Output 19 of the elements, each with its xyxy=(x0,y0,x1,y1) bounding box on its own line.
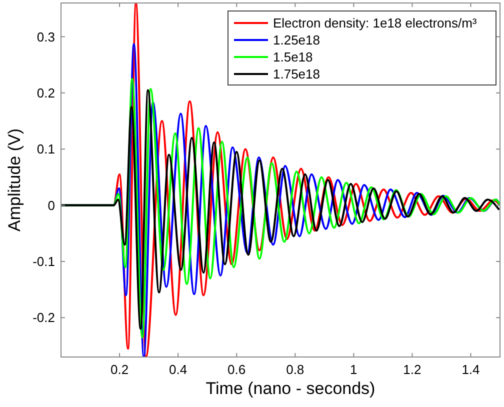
legend-label: 1.5e18 xyxy=(273,50,313,65)
x-tick-label: 0.6 xyxy=(228,362,246,377)
legend-label: 1.75e18 xyxy=(273,66,320,82)
y-tick-label: 0.2 xyxy=(36,85,55,100)
y-tick-label: 0.3 xyxy=(36,29,55,44)
y-tick-label: 0.1 xyxy=(36,142,55,157)
legend-label: 1.25e18 xyxy=(273,32,320,48)
y-tick-label: 0 xyxy=(48,198,55,213)
y-axis-title: Amplitude (V) xyxy=(5,128,24,232)
y-tick-label: -0.2 xyxy=(32,310,55,326)
y-tick-label: -0.1 xyxy=(32,254,55,270)
x-tick-label: 0.8 xyxy=(286,362,304,377)
x-tick-label: 1.2 xyxy=(403,362,422,377)
x-axis-title: Time (nano - seconds) xyxy=(206,379,376,398)
x-tick-label: 0.2 xyxy=(110,362,129,377)
legend-label: Electron density: 1e18 electrons/m³ xyxy=(273,16,478,31)
x-tick-label: 1.4 xyxy=(462,362,480,377)
x-tick-label: 1 xyxy=(350,362,358,377)
x-tick-label: 0.4 xyxy=(169,362,188,377)
